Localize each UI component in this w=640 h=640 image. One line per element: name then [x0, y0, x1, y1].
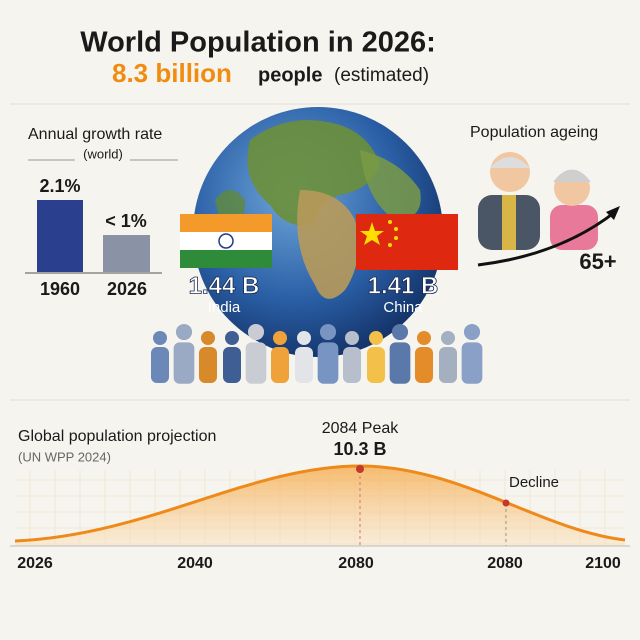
year: 1960 [40, 279, 80, 299]
china-flag [356, 214, 458, 270]
projection-area [15, 466, 625, 546]
year: 2026 [107, 279, 147, 299]
peak-label: 2084 Peak [322, 420, 400, 437]
body [173, 342, 195, 384]
person [317, 323, 339, 384]
arrow [477, 210, 616, 267]
ageing-label: 65+ [579, 249, 616, 274]
head [345, 331, 359, 345]
person [271, 331, 289, 383]
projection-source: (UN WPP 2024) [18, 449, 111, 464]
body [343, 347, 361, 383]
head [417, 331, 431, 345]
elderly [478, 152, 598, 250]
person [245, 323, 267, 384]
body [415, 347, 433, 383]
growth-subtitle: (world) [83, 146, 123, 161]
decline-dot [502, 499, 510, 507]
crowd [151, 323, 483, 384]
arrowhead [606, 206, 620, 220]
body [317, 342, 339, 384]
person [223, 331, 241, 383]
bar-label: 2.1% [39, 176, 80, 196]
body [223, 347, 241, 383]
head [225, 331, 239, 345]
person [415, 331, 433, 383]
bar [37, 200, 83, 272]
peak-value: 10.3 B [333, 439, 386, 459]
body [461, 342, 483, 384]
note: (estimated) [334, 65, 429, 86]
body [389, 342, 411, 384]
body [245, 342, 267, 384]
head [319, 323, 337, 341]
head [153, 331, 167, 345]
body [199, 347, 217, 383]
head [201, 331, 215, 345]
title: World Population in 2026: [80, 27, 436, 59]
axis-label: 2080 [487, 555, 523, 572]
projection-title: Global population projection [18, 428, 216, 445]
decline-label: Decline [509, 474, 559, 491]
person [389, 323, 411, 384]
head [441, 331, 455, 345]
body [271, 347, 289, 383]
axis-label: 2026 [17, 555, 53, 572]
head [247, 323, 265, 341]
person [439, 331, 457, 383]
country-value: 1.41 B [368, 272, 439, 299]
country-name: China [383, 299, 423, 316]
head [391, 323, 409, 341]
head [273, 331, 287, 345]
head [175, 323, 193, 341]
axis-label: 2100 [585, 555, 621, 572]
head [297, 331, 311, 345]
person [461, 323, 483, 384]
body [151, 347, 169, 383]
person [199, 331, 217, 383]
head [463, 323, 481, 341]
country-value: 1.44 B [189, 272, 260, 299]
projection-curve [14, 464, 626, 543]
body [439, 347, 457, 383]
bar-label: < 1% [105, 211, 147, 231]
growth-title: Annual growth rate [28, 126, 162, 143]
axis-label: 2040 [177, 555, 213, 572]
country-name: India [208, 299, 241, 316]
person [295, 331, 313, 383]
person [173, 323, 195, 384]
body [295, 347, 313, 383]
person [343, 331, 361, 383]
person [367, 331, 385, 383]
ageing-title: Population ageing [470, 124, 598, 141]
person [151, 331, 169, 383]
axis-label: 2080 [338, 555, 374, 572]
body [367, 347, 385, 383]
head [369, 331, 383, 345]
bar [103, 235, 150, 272]
axis-labels: 2026 2040 2080 2080 2100 [17, 555, 621, 572]
peak-dot [356, 465, 364, 473]
people: people [258, 64, 322, 86]
india-flag [180, 214, 272, 268]
highlight: 8.3 billion [112, 58, 232, 88]
